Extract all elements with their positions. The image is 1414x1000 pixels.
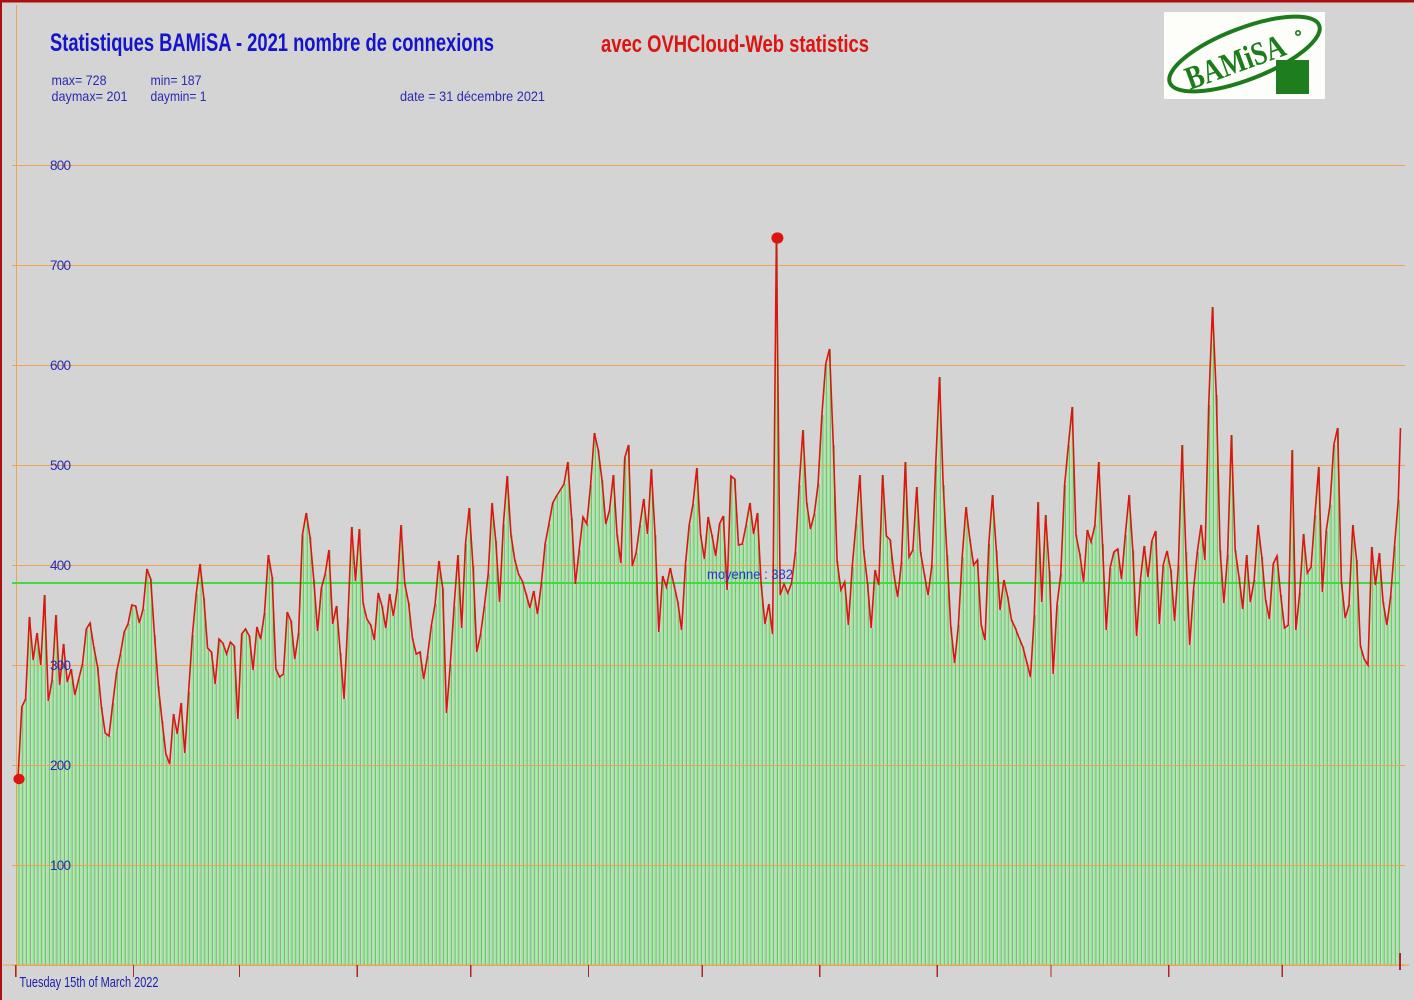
svg-text:800: 800 [50,158,71,173]
svg-text:Statistiques BAMiSA - 2021 nom: Statistiques BAMiSA - 2021 nombre de con… [50,29,494,57]
svg-text:daymin= 1: daymin= 1 [151,88,207,104]
svg-text:max= 728: max= 728 [52,72,107,88]
svg-text:200: 200 [50,758,71,773]
svg-text:400: 400 [50,558,71,573]
svg-text:moyenne : 382: moyenne : 382 [707,567,793,582]
svg-text:min= 187: min= 187 [151,72,202,88]
svg-text:avec OVHCloud-Web statistics: avec OVHCloud-Web statistics [601,31,869,58]
svg-text:700: 700 [50,258,71,273]
svg-text:500: 500 [50,458,71,473]
svg-text:daymax= 201: daymax= 201 [52,88,128,104]
svg-text:300: 300 [50,658,71,673]
svg-text:600: 600 [50,358,71,373]
svg-text:date = 31 décembre 2021: date = 31 décembre 2021 [400,88,545,104]
svg-text:Tuesday 15th of March 2022: Tuesday 15th of March 2022 [20,974,159,991]
svg-text:100: 100 [50,858,71,873]
